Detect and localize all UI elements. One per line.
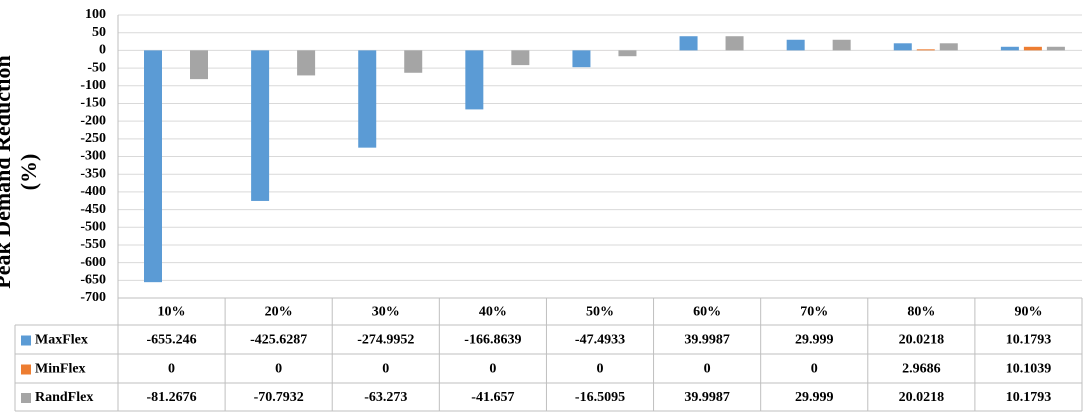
data-label: 10.1793 (1006, 333, 1052, 348)
data-label: 29.999 (795, 390, 834, 405)
data-label: 20.0218 (899, 390, 945, 405)
x-tick-label: 10% (158, 305, 186, 320)
y-tick-label: 100 (85, 7, 106, 22)
data-label: -16.5095 (575, 390, 625, 405)
data-label: 29.999 (795, 333, 834, 348)
data-label: -425.6287 (250, 333, 307, 348)
bar (297, 50, 316, 76)
y-tick-label: -550 (80, 237, 106, 252)
y-tick-label: 50 (92, 25, 106, 40)
bar (618, 50, 637, 57)
legend-label: MinFlex (35, 362, 86, 377)
y-tick-label: -150 (80, 96, 106, 111)
data-label: 0 (704, 362, 711, 377)
data-label: 0 (275, 362, 282, 377)
bar (404, 50, 423, 73)
bar (465, 50, 484, 110)
y-tick-label: -600 (80, 255, 106, 270)
bar (679, 36, 698, 51)
bar (916, 49, 935, 51)
bar (572, 50, 591, 68)
data-label: -47.4933 (575, 333, 625, 348)
data-label: 0 (382, 362, 389, 377)
bar (1023, 46, 1042, 51)
y-tick-label: -300 (80, 149, 106, 164)
bar (144, 50, 162, 283)
y-tick-label: -700 (80, 290, 106, 305)
y-tick-label: -250 (80, 131, 106, 146)
data-label: -655.246 (146, 333, 196, 348)
bar (786, 39, 805, 51)
bar (725, 36, 744, 51)
bar (832, 39, 851, 51)
bar (358, 50, 377, 148)
bar (1000, 46, 1019, 51)
data-label: -166.8639 (464, 333, 521, 348)
bar (511, 50, 530, 66)
x-tick-label: 50% (586, 305, 614, 320)
data-label: 39.9987 (684, 333, 730, 348)
data-label: -41.657 (471, 390, 514, 405)
data-label: 0 (168, 362, 175, 377)
y-tick-label: -650 (80, 273, 106, 288)
data-label: 2.9686 (902, 362, 941, 377)
y-tick-label: -100 (80, 78, 106, 93)
data-label: 39.9987 (684, 390, 730, 405)
x-tick-label: 80% (907, 305, 935, 320)
legend-label: MaxFlex (35, 333, 88, 348)
legend-label: RandFlex (35, 390, 93, 405)
x-tick-label: 90% (1014, 305, 1042, 320)
x-tick-label: 20% (265, 305, 293, 320)
data-label: -81.2676 (146, 390, 196, 405)
bar (251, 50, 270, 201)
y-tick-label: -450 (80, 202, 106, 217)
bar (893, 43, 912, 51)
bar (190, 50, 208, 80)
y-axis-label: Peak Demand Reduction (%) (0, 55, 41, 289)
data-label: -63.273 (364, 390, 407, 405)
bar (939, 43, 958, 51)
data-label: 10.1039 (1006, 362, 1052, 377)
y-tick-label: -350 (80, 166, 106, 181)
data-label: 0 (597, 362, 604, 377)
y-tick-label: -400 (80, 184, 106, 199)
data-label: 0 (489, 362, 496, 377)
data-label: -70.7932 (254, 390, 304, 405)
x-tick-label: 70% (800, 305, 828, 320)
data-label: 10.1793 (1006, 390, 1052, 405)
legend-swatch (21, 393, 31, 403)
y-tick-label: -50 (87, 60, 106, 75)
data-label: 20.0218 (899, 333, 945, 348)
y-tick-label: -500 (80, 219, 106, 234)
legend-swatch (21, 335, 31, 346)
y-tick-label: -200 (80, 113, 106, 128)
data-label: -274.9952 (357, 333, 414, 348)
data-label: 0 (811, 362, 818, 377)
legend-swatch (21, 364, 31, 375)
x-tick-label: 40% (479, 305, 507, 320)
x-tick-label: 60% (693, 305, 721, 320)
bar (1046, 46, 1065, 51)
x-tick-label: 30% (372, 305, 400, 320)
y-tick-label: 0 (99, 43, 106, 58)
